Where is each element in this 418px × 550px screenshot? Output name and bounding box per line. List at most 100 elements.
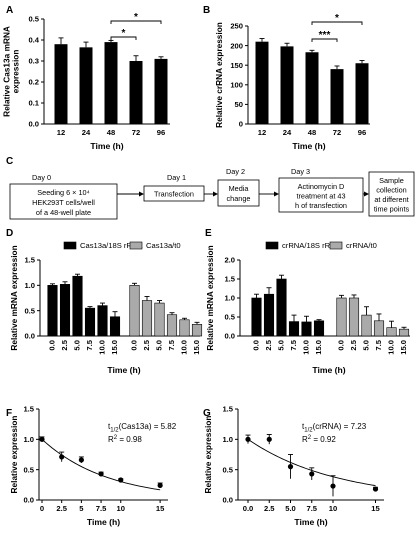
chart-f-y-tick-label: 1.0	[23, 435, 34, 444]
chart-d-legend-label: Cas13a/t0	[146, 241, 181, 250]
chart-e-legend-swatch	[329, 241, 343, 250]
chart-d-bar-black	[59, 284, 71, 337]
chart-f-y-tick-label: 0.5	[23, 465, 34, 474]
chart-d-legend-label: Cas13a/18S rRNA	[80, 241, 143, 250]
chart-d-y-tick-label: 1.5	[24, 256, 35, 265]
chart-a-bar	[154, 58, 168, 124]
chart-a-y-tick-label: 0.2	[28, 78, 39, 87]
chart-b-y-tick-label: 250	[230, 22, 243, 31]
chart-b-y-tick-label: 0	[239, 120, 243, 129]
chart-d-x-tick-label: 15.0	[192, 340, 201, 355]
chart-g-data-point	[309, 471, 315, 477]
flow-step-media-line-1: Media	[229, 184, 250, 193]
chart-e-y-tick-label: 0.5	[224, 313, 235, 322]
chart-f-data-point	[157, 482, 163, 489]
flow-step-actinomycin	[278, 177, 364, 213]
chart-a-y-tick-label: 0.4	[28, 36, 39, 45]
chart-d-x-tick-label: 5.0	[155, 340, 164, 351]
flow-step-seeding	[9, 183, 118, 220]
chart-f-y-label: Relative expression	[9, 416, 19, 494]
chart-a-significance-mark: *	[122, 28, 126, 39]
chart-g-data-point	[245, 436, 251, 442]
chart-b-x-tick-label: 48	[308, 128, 316, 137]
chart-f-x-tick-label: 5	[79, 504, 84, 513]
chart-d-y-tick-label: 1.0	[24, 281, 35, 290]
chart-a-y-label: expression	[11, 50, 21, 94]
chart-a-y-tick-label: 0.1	[28, 99, 39, 108]
chart-e-y-tick-label: 1.0	[224, 294, 235, 303]
chart-a-x-tick-label: 48	[107, 128, 115, 137]
chart-e-x-tick-label: 10.0	[387, 340, 396, 355]
flow-day-3: Day 3	[291, 167, 310, 176]
chart-g-y-tick-label: 1.0	[222, 435, 233, 444]
chart-b-y-label: Relative crRNA expression	[214, 22, 224, 128]
chart-e-bar-black	[313, 320, 325, 337]
panel-label-E: E	[205, 228, 212, 239]
chart-a-y-tick-label: 0.5	[28, 15, 39, 24]
chart-f-half-life-annotation: t1/2(Cas13a) = 5.82	[108, 422, 177, 434]
flow-step-media-change	[217, 179, 260, 207]
chart-e-x-label: Time (h)	[312, 365, 345, 375]
chart-g-x-label: Time (h)	[294, 517, 327, 527]
chart-e-bar-gray	[386, 327, 397, 337]
chart-e-x-tick-label: 10.0	[302, 340, 311, 355]
chart-b-bar	[355, 63, 369, 124]
flow-step-actinomycin-line-3: h of transfection	[295, 201, 347, 210]
chart-f-x-label: Time (h)	[87, 517, 120, 527]
chart-e-bar-black	[263, 293, 275, 337]
chart-f-data-point	[98, 471, 104, 477]
chart-e-x-tick-label: 7.5	[374, 339, 383, 350]
chart-b-significance-mark: ***	[319, 30, 331, 41]
chart-a-significance-bracket	[110, 20, 162, 24]
chart-b-significance-bracket	[311, 21, 363, 25]
chart-d-bar-black	[72, 275, 83, 337]
chart-a-x-tick-label: 12	[57, 128, 65, 137]
flow-step-sample-line-3: at different	[374, 195, 408, 204]
chart-f-r-squared-annotation: R2 = 0.98	[108, 435, 142, 444]
chart-d-bar-gray	[166, 314, 178, 337]
chart-e-bar-gray	[348, 297, 360, 337]
chart-e-bar-black	[288, 321, 300, 337]
flow-day-1: Day 1	[167, 173, 186, 182]
chart-e-x-tick-label: 15.0	[399, 340, 408, 355]
chart-e-x-tick-label: 15.0	[314, 340, 323, 355]
chart-d-bar-black	[84, 307, 96, 337]
chart-e-bar-gray	[336, 297, 347, 337]
chart-a-x-tick-label: 24	[82, 128, 91, 137]
flow-step-actinomycin-line-1: Actinomycin D	[298, 182, 345, 191]
chart-d-bar-gray	[154, 302, 165, 337]
chart-e-x-tick-label: 5.0	[277, 340, 286, 351]
chart-b-y-tick-label: 50	[235, 100, 243, 109]
chart-f-x-tick-label: 15	[156, 504, 165, 513]
chart-d-x-label: Time (h)	[107, 365, 140, 375]
chart-b-bar	[330, 69, 344, 124]
chart-e-legend-label: crRNA/t0	[346, 241, 377, 250]
chart-a-bar	[104, 42, 118, 124]
flow-step-transfection	[143, 185, 205, 202]
chart-d-x-tick-label: 0.0	[130, 340, 139, 351]
chart-e-y-tick-label: 1.5	[224, 275, 235, 284]
chart-g-x-tick-label: 2.5	[264, 504, 275, 513]
chart-d-bar-black	[109, 316, 121, 337]
chart-g-x-tick-label: 10	[329, 504, 337, 513]
chart-d-bar-black	[47, 285, 58, 337]
chart-d-bar-gray	[179, 319, 190, 337]
flow-step-actinomycin-line-2: treatment at 43	[296, 192, 345, 201]
chart-b-x-tick-label: 12	[258, 128, 266, 137]
chart-g-data-point	[266, 436, 272, 442]
chart-e-y-tick-label: 2.0	[224, 256, 235, 265]
chart-f-x-tick-label: 0	[40, 504, 44, 513]
chart-e-x-tick-label: 7.5	[289, 339, 298, 350]
chart-e-y-label: Relative mRNA expression	[205, 245, 215, 350]
chart-b-y-tick-label: 100	[230, 81, 243, 90]
chart-b-x-tick-label: 96	[358, 128, 366, 137]
chart-a-significance-mark: *	[134, 12, 138, 23]
chart-d-x-tick-label: 5.0	[73, 340, 82, 351]
chart-d-x-tick-label: 10.0	[180, 340, 189, 355]
chart-f-data-point	[59, 454, 65, 460]
chart-a-significance-bracket	[110, 36, 137, 40]
chart-e-bar-black	[276, 278, 287, 337]
chart-d-y-label: Relative mRNA expression	[9, 245, 19, 350]
chart-b-significance-bracket	[311, 38, 338, 42]
